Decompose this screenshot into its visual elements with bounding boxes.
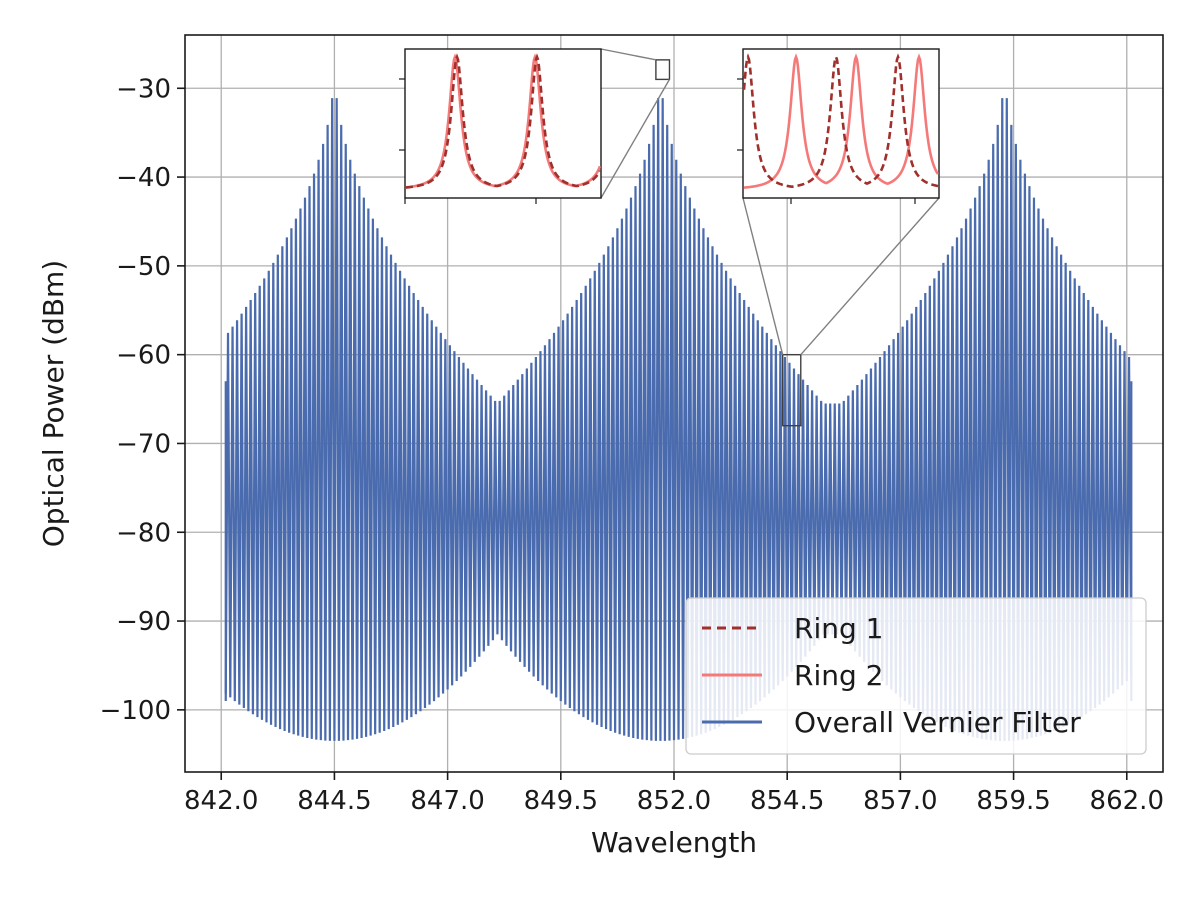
legend-label-3: Overall Vernier Filter bbox=[794, 706, 1081, 739]
zoom-connector-2a bbox=[742, 197, 784, 355]
inset-1-ring-1 bbox=[405, 53, 602, 189]
legend-label-2: Ring 2 bbox=[794, 659, 883, 692]
y-tick-label-1: −90 bbox=[116, 607, 171, 637]
x-tick-label-0: 842.0 bbox=[184, 786, 258, 816]
inset-2 bbox=[737, 48, 940, 204]
legend-box bbox=[685, 597, 1147, 755]
y-tick-label-3: −70 bbox=[116, 429, 171, 459]
inset-2-ring-1 bbox=[742, 53, 939, 189]
x-tick-label-8: 862.0 bbox=[1090, 786, 1164, 816]
zoom-indicators bbox=[600, 48, 940, 427]
inset-plots bbox=[399, 48, 940, 204]
zoom-connector-2b bbox=[800, 197, 940, 356]
inset-1 bbox=[399, 48, 602, 204]
x-axis-label: Wavelength bbox=[591, 826, 757, 859]
zoom-connector-1b bbox=[600, 79, 671, 199]
legend: Ring 1 Ring 2 Overall Vernier Filter bbox=[685, 597, 1147, 755]
y-axis-label: Optical Power (dBm) bbox=[37, 260, 70, 547]
inset-2-frame bbox=[742, 48, 940, 199]
zoom-box-1 bbox=[655, 59, 671, 81]
y-tick-label-5: −50 bbox=[116, 252, 171, 282]
x-tick-label-3: 849.5 bbox=[524, 786, 598, 816]
x-tick-label-7: 859.5 bbox=[976, 786, 1050, 816]
y-tick-label-6: −40 bbox=[116, 163, 171, 193]
y-tick-label-4: −60 bbox=[116, 341, 171, 371]
zoom-box-2 bbox=[781, 353, 802, 427]
series-overall-vernier-filter bbox=[224, 98, 1133, 741]
y-tick-label-7: −30 bbox=[116, 74, 171, 104]
x-tick-label-2: 847.0 bbox=[410, 786, 484, 816]
x-tick-label-5: 854.5 bbox=[750, 786, 824, 816]
y-tick-label-0: −100 bbox=[100, 696, 171, 726]
x-tick-label-1: 844.5 bbox=[297, 786, 371, 816]
x-tick-label-6: 857.0 bbox=[863, 786, 937, 816]
y-tick-label-2: −80 bbox=[116, 518, 171, 548]
legend-label-1: Ring 1 bbox=[794, 612, 883, 645]
inset-2-ring-2 bbox=[743, 53, 940, 189]
x-tick-label-4: 852.0 bbox=[637, 786, 711, 816]
axis-ticks: 842.0 844.5 847.0 849.5 852.0 854.5 857.0 859.5… bbox=[100, 74, 1164, 816]
zoom-connector-1a bbox=[600, 48, 657, 61]
